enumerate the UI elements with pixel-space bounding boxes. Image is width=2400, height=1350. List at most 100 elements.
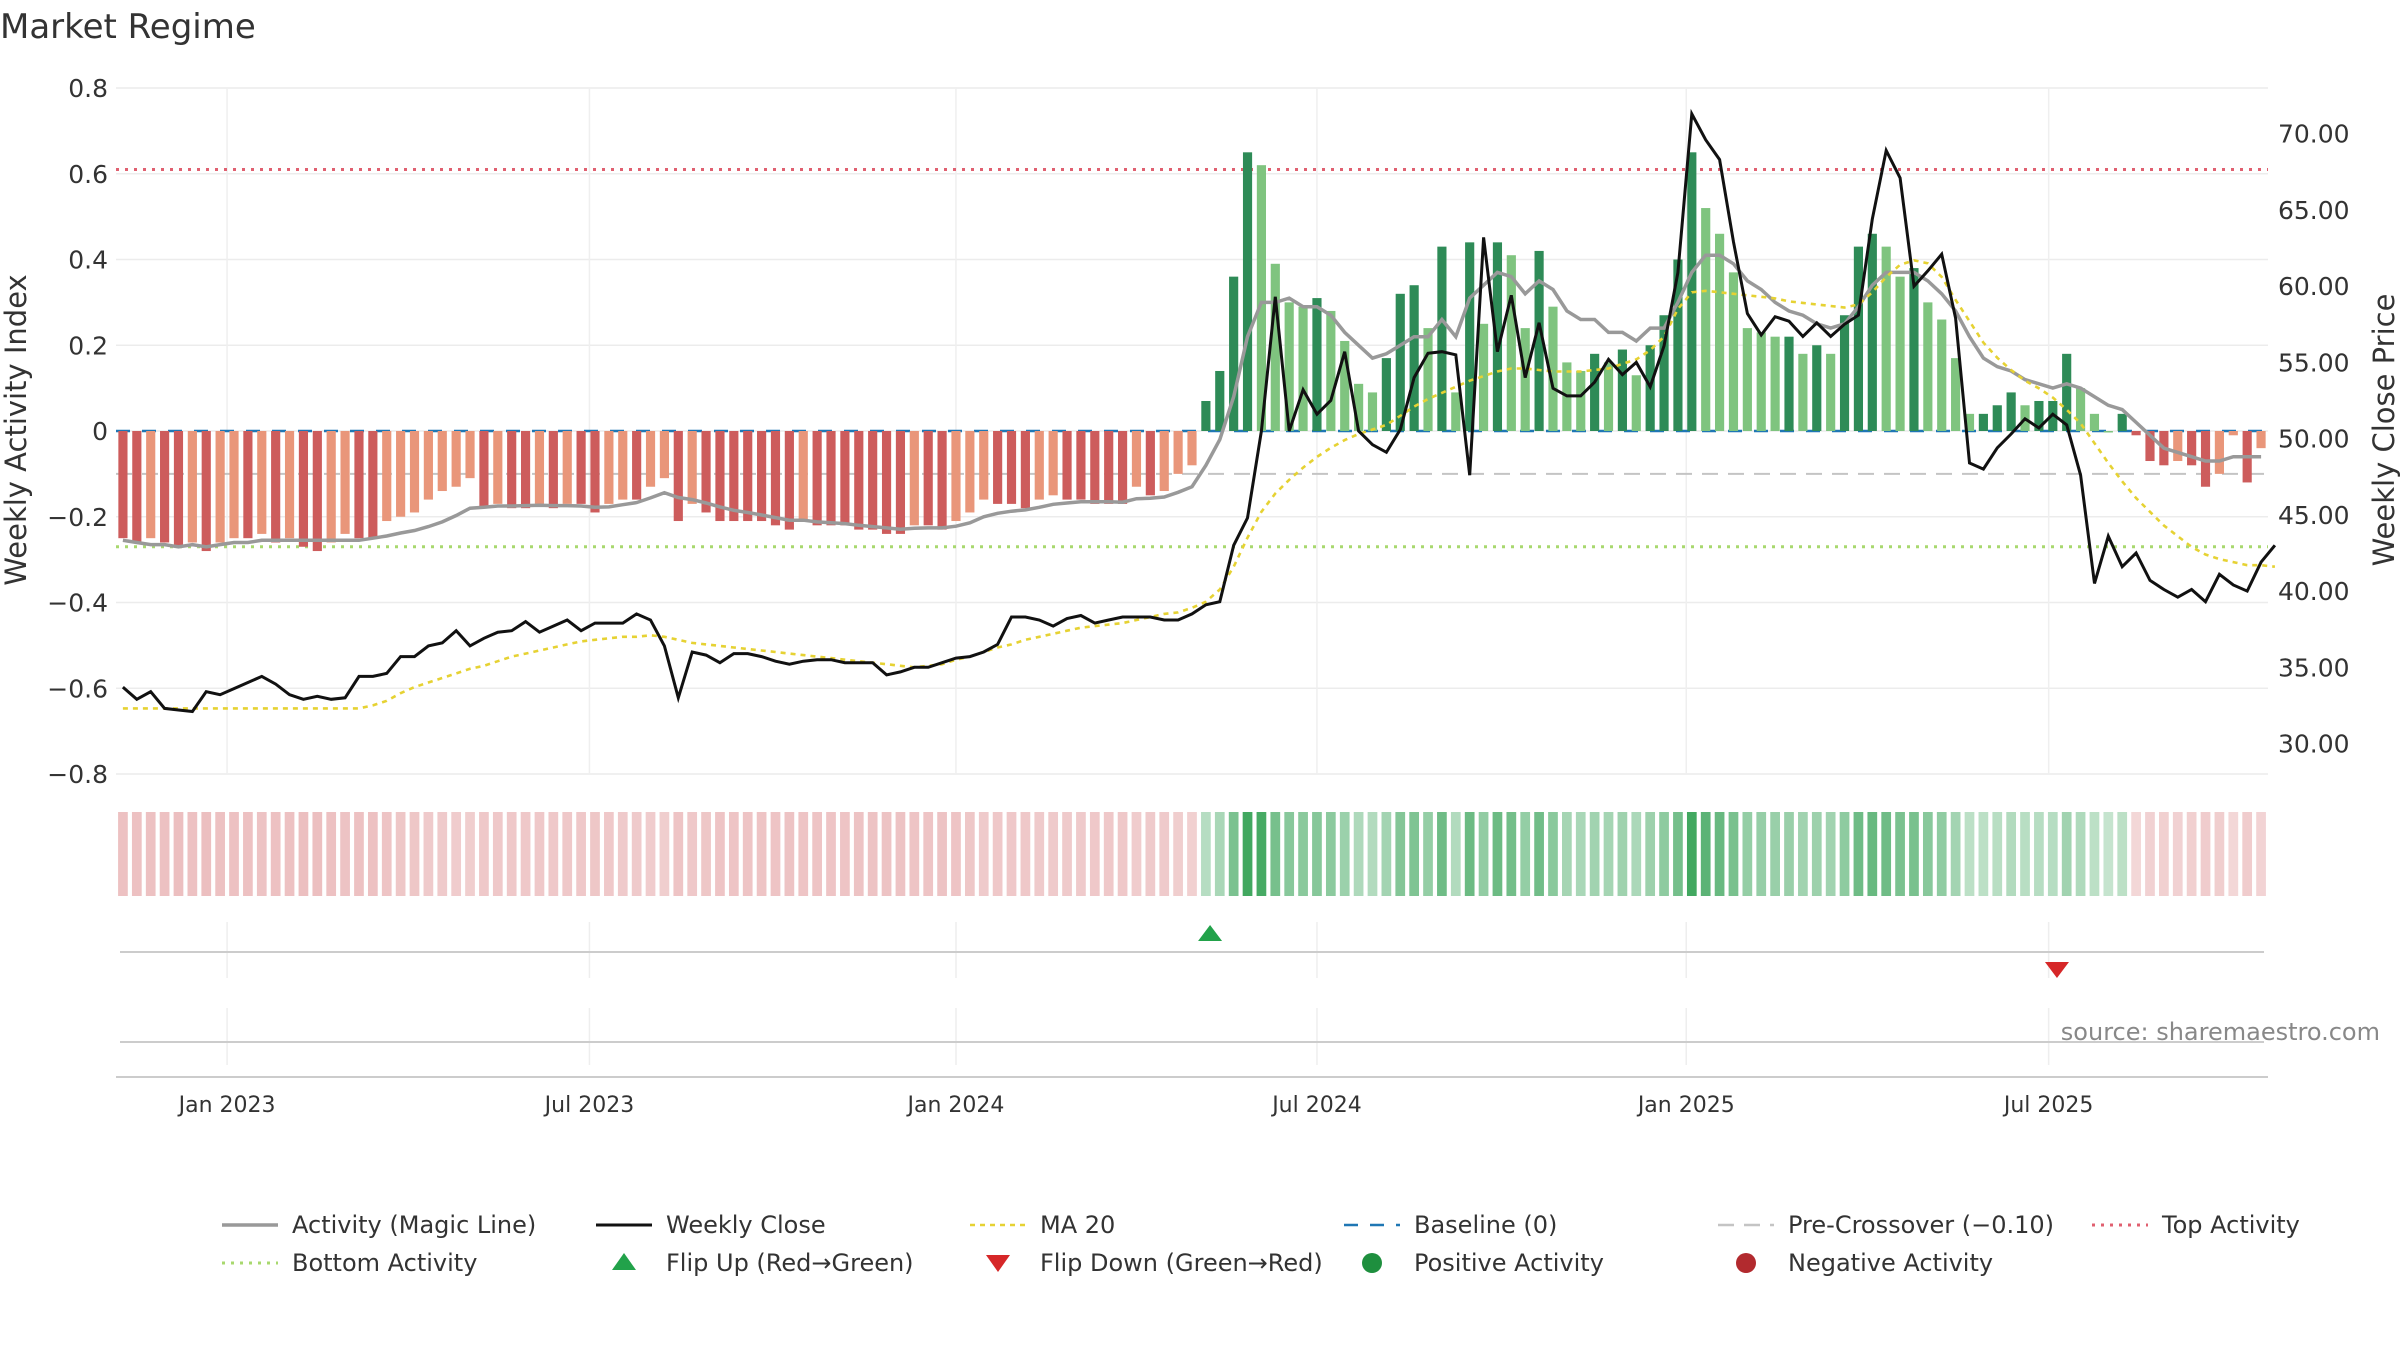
activity-bar: [951, 431, 961, 522]
heat-cell: [506, 812, 517, 896]
activity-bar: [451, 431, 461, 487]
heat-cell: [1811, 812, 1822, 896]
heat-cell: [631, 812, 642, 896]
activity-bar: [298, 431, 309, 547]
heat-cell: [728, 812, 739, 896]
heat-cell: [784, 812, 795, 896]
activity-bar: [493, 431, 503, 504]
heat-cell: [465, 812, 475, 896]
heat-cell: [1673, 812, 1683, 896]
activity-bar: [923, 431, 933, 526]
activity-bar: [1451, 392, 1461, 431]
heat-cell: [1728, 812, 1739, 896]
legend-item: Positive Activity: [1362, 1249, 1604, 1277]
heat-cell: [978, 812, 989, 896]
legend-item: Negative Activity: [1736, 1249, 1993, 1277]
heat-cell: [1270, 812, 1281, 896]
heat-cell: [1575, 812, 1586, 896]
heat-cell: [1298, 812, 1308, 896]
activity-bar: [2075, 388, 2086, 431]
heat-cell: [798, 812, 809, 896]
activity-bar: [729, 431, 739, 522]
left-axis-ticks: 0.8 0.6 0.4 0.2 0 −0.2 −0.4 −0.6 −0.8: [47, 74, 108, 789]
heat-cell: [1631, 812, 1642, 896]
activity-bar: [1742, 328, 1752, 431]
heat-cell: [451, 812, 462, 896]
activity-bar: [479, 431, 489, 509]
activity-bar: [1048, 431, 1058, 496]
activity-bar: [146, 431, 156, 539]
flip-up-marker: [1198, 925, 1223, 941]
heat-cell: [1770, 812, 1780, 896]
heat-cell: [1034, 812, 1045, 896]
x-tick-label: Jan 2023: [177, 1093, 276, 1118]
heat-cell: [479, 812, 489, 896]
heat-cell: [437, 812, 448, 896]
activity-bar: [1270, 263, 1280, 431]
heat-cell: [2159, 812, 2169, 896]
legend-label: Top Activity: [2161, 1211, 2300, 1239]
heat-cell: [992, 812, 1003, 896]
y-tick-label: 0.4: [68, 246, 108, 275]
legend: Activity (Magic Line) Weekly Close MA 20 Ba…: [222, 1211, 2300, 1277]
activity-bar: [1465, 242, 1475, 431]
legend-label: MA 20: [1040, 1211, 1115, 1239]
heat-cell: [1201, 812, 1211, 896]
legend-swatch: [986, 1255, 1010, 1272]
activity-bar: [993, 431, 1003, 504]
activity-bars: [118, 152, 2266, 552]
x-tick-label: Jan 2024: [906, 1093, 1005, 1118]
activity-bar: [173, 431, 184, 547]
activity-bar: [1117, 431, 1128, 504]
legend-item: Flip Up (Red→Green): [612, 1249, 914, 1277]
activity-bar: [1673, 259, 1683, 431]
heat-cell: [534, 812, 545, 896]
activity-bar: [2117, 413, 2127, 431]
heat-cell: [2061, 812, 2072, 896]
activity-bar: [1423, 328, 1433, 431]
activity-bar: [1367, 392, 1378, 431]
heat-cell: [840, 812, 850, 896]
legend-item: Bottom Activity: [222, 1249, 477, 1277]
chart-title: Market Regime: [0, 7, 256, 47]
x-axis-ticks: Jan 2023 Jul 2023 Jan 2024 Jul 2024 Jan 2025…: [177, 1093, 2094, 1118]
heat-cell: [1478, 812, 1489, 896]
activity-bar: [2228, 431, 2238, 436]
heat-cell: [770, 812, 781, 896]
activity-bar: [2062, 353, 2072, 431]
activity-bar: [1978, 413, 1988, 431]
heat-cell: [2075, 812, 2086, 896]
activity-bar: [590, 431, 600, 513]
heat-cell: [381, 812, 392, 896]
heat-cell: [1464, 812, 1475, 896]
heat-cell: [1256, 812, 1267, 896]
heat-cell: [1187, 812, 1197, 896]
heat-cell: [1992, 812, 2003, 896]
activity-bar: [1354, 383, 1364, 431]
activity-bar: [895, 431, 906, 534]
activity-bar: [257, 431, 267, 534]
heat-cell: [1062, 812, 1072, 896]
activity-bar: [271, 431, 281, 543]
activity-bar: [1131, 431, 1142, 487]
heat-cell: [548, 812, 559, 896]
heat-cell: [367, 812, 378, 896]
heat-cell: [2228, 812, 2239, 896]
heat-cell: [1548, 812, 1558, 896]
activity-bar: [1076, 431, 1086, 500]
heat-cell: [701, 812, 711, 896]
heat-cell: [1159, 812, 1170, 896]
activity-bar: [1145, 431, 1155, 496]
regime-heat-strip: [118, 812, 2266, 896]
heat-cell: [687, 812, 698, 896]
heat-cell: [2047, 812, 2058, 896]
heat-cell: [1534, 812, 1544, 896]
legend-swatch: [1736, 1253, 1756, 1273]
activity-bar: [1909, 268, 1919, 431]
heat-cell: [590, 812, 600, 896]
y-tick-label: −0.2: [47, 503, 108, 532]
activity-bar: [1159, 431, 1169, 492]
legend-label: Flip Up (Red→Green): [666, 1249, 914, 1277]
activity-bar: [354, 431, 364, 539]
